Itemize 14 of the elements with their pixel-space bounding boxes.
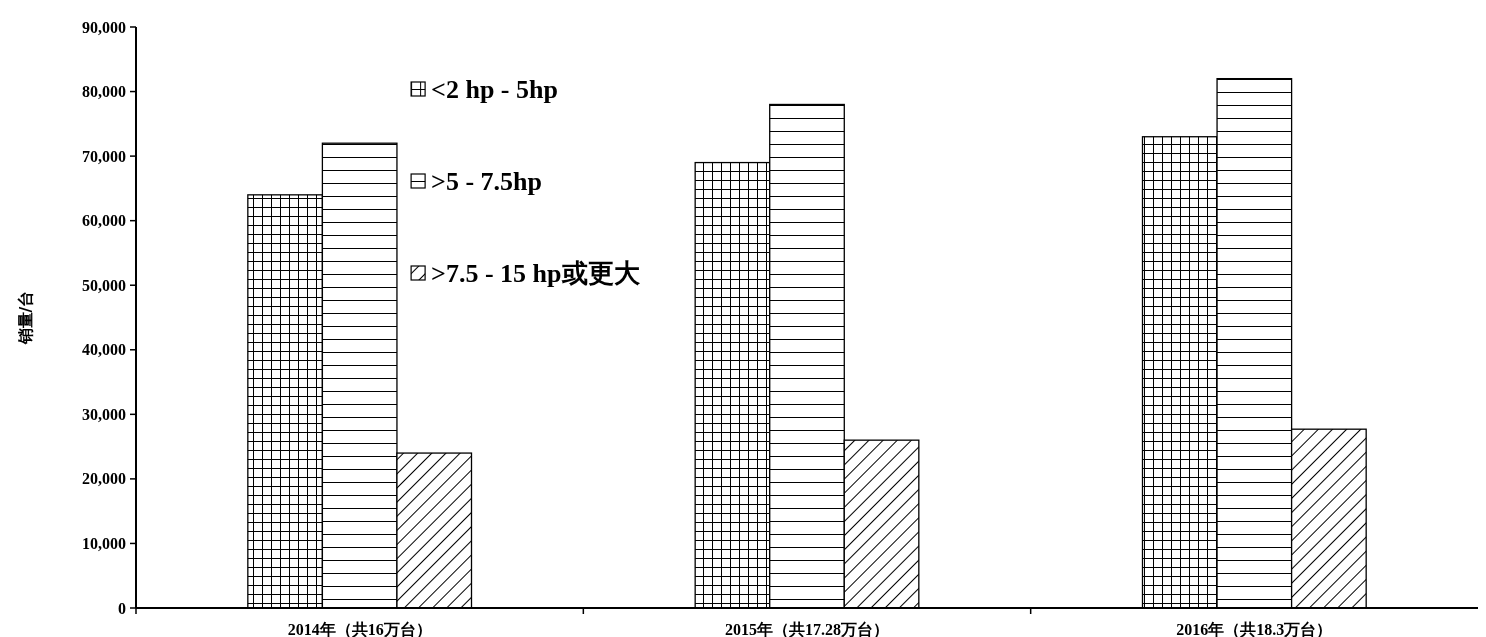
- y-tick-label: 60,000: [82, 212, 126, 230]
- y-tick-label: 50,000: [82, 276, 126, 294]
- y-tick-label: 40,000: [82, 341, 126, 359]
- y-tick-label: 70,000: [82, 147, 126, 165]
- legend-label: >5 - 7.5hp: [431, 167, 543, 197]
- y-axis-title: 销量/台: [16, 290, 35, 346]
- y-tick-label: 30,000: [82, 405, 126, 423]
- legend-label: >7.5 - 15 hp或更大: [431, 259, 641, 289]
- y-tick-label: 20,000: [82, 470, 126, 488]
- y-tick-label: 90,000: [82, 18, 126, 36]
- legend-label: <2 hp - 5hp: [431, 75, 558, 105]
- y-tick-label: 0: [118, 599, 126, 617]
- y-tick-label: 10,000: [82, 535, 126, 553]
- y-tick-label: 80,000: [82, 83, 126, 101]
